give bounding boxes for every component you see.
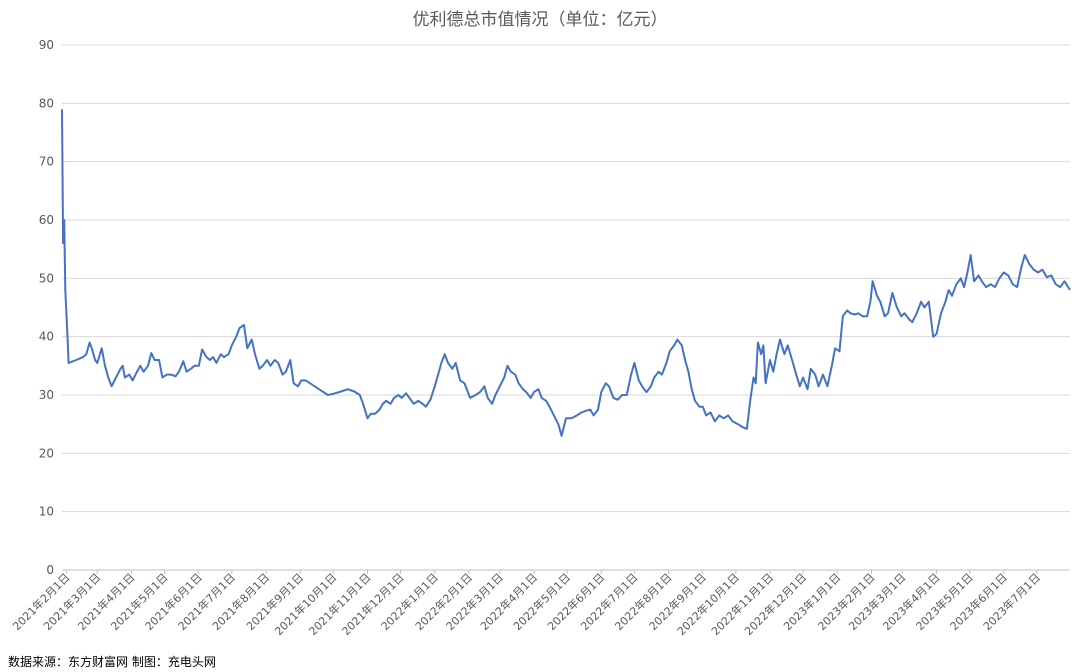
y-tick-label: 50 bbox=[39, 271, 54, 285]
series-line-market-cap bbox=[61, 109, 1071, 437]
y-tick-label: 30 bbox=[39, 388, 54, 402]
y-tick-label: 0 bbox=[46, 563, 54, 577]
y-axis-ticks: 0 10 20 30 40 50 60 70 80 90 bbox=[39, 38, 54, 577]
x-tick-label: 2023年7月1日 bbox=[980, 570, 1043, 633]
y-tick-label: 20 bbox=[39, 446, 54, 460]
y-tick-label: 60 bbox=[39, 213, 54, 227]
chart-title: 优利德总市值情况（单位：亿元） bbox=[413, 10, 668, 30]
y-tick-label: 80 bbox=[39, 96, 54, 110]
y-tick-label: 40 bbox=[39, 330, 54, 344]
y-tick-label: 10 bbox=[39, 505, 54, 519]
x-axis-ticks: 2021年2月1日2021年3月1日2021年4月1日2021年5月1日2021… bbox=[10, 570, 1043, 638]
y-tick-label: 70 bbox=[39, 155, 54, 169]
gridlines bbox=[62, 44, 1070, 571]
source-note: 数据来源：东方财富网 制图：充电头网 bbox=[8, 654, 216, 669]
y-tick-label: 90 bbox=[39, 38, 54, 52]
